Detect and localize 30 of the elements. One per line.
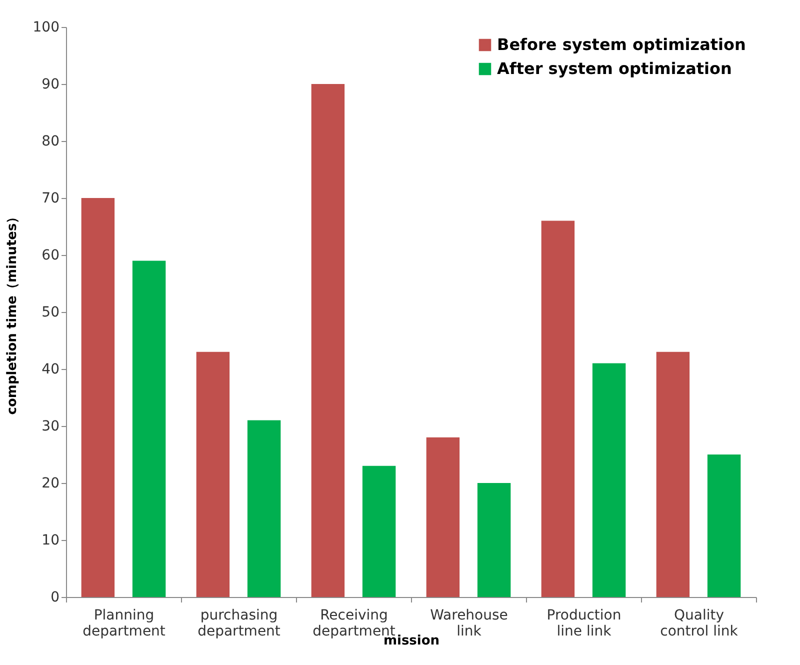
- y-tick-label: 20: [42, 476, 60, 492]
- bar: [707, 454, 741, 597]
- bar: [477, 483, 511, 597]
- bar: [311, 84, 345, 597]
- y-tick-label: 90: [42, 76, 60, 92]
- legend-label: Before system optimization: [497, 35, 746, 54]
- y-tick-label: 70: [42, 190, 60, 206]
- bar: [656, 352, 690, 597]
- bar: [132, 260, 166, 597]
- y-tick-label: 40: [42, 362, 60, 378]
- y-tick-label: 30: [42, 418, 60, 434]
- y-tick-label: 100: [32, 20, 60, 36]
- x-tick-label: Quality control link: [660, 608, 739, 640]
- y-tick-label: 80: [42, 134, 60, 150]
- bar: [362, 466, 396, 597]
- y-tick-label: 60: [42, 248, 60, 264]
- y-tick-label: 10: [42, 532, 60, 548]
- legend-label: After system optimization: [497, 59, 732, 78]
- bar: [592, 363, 626, 597]
- y-tick-label: 0: [50, 590, 60, 606]
- bar: [247, 420, 281, 597]
- bar: [81, 198, 115, 597]
- y-axis-title: completion time（minutes）: [4, 210, 20, 415]
- bar: [541, 220, 575, 597]
- bar: [196, 352, 230, 597]
- x-tick-label: Planning department: [82, 608, 166, 640]
- x-tick-label: Production line link: [546, 608, 622, 640]
- bar: [426, 437, 460, 597]
- y-tick-label: 50: [42, 304, 60, 320]
- x-tick-label: purchasing department: [198, 608, 281, 640]
